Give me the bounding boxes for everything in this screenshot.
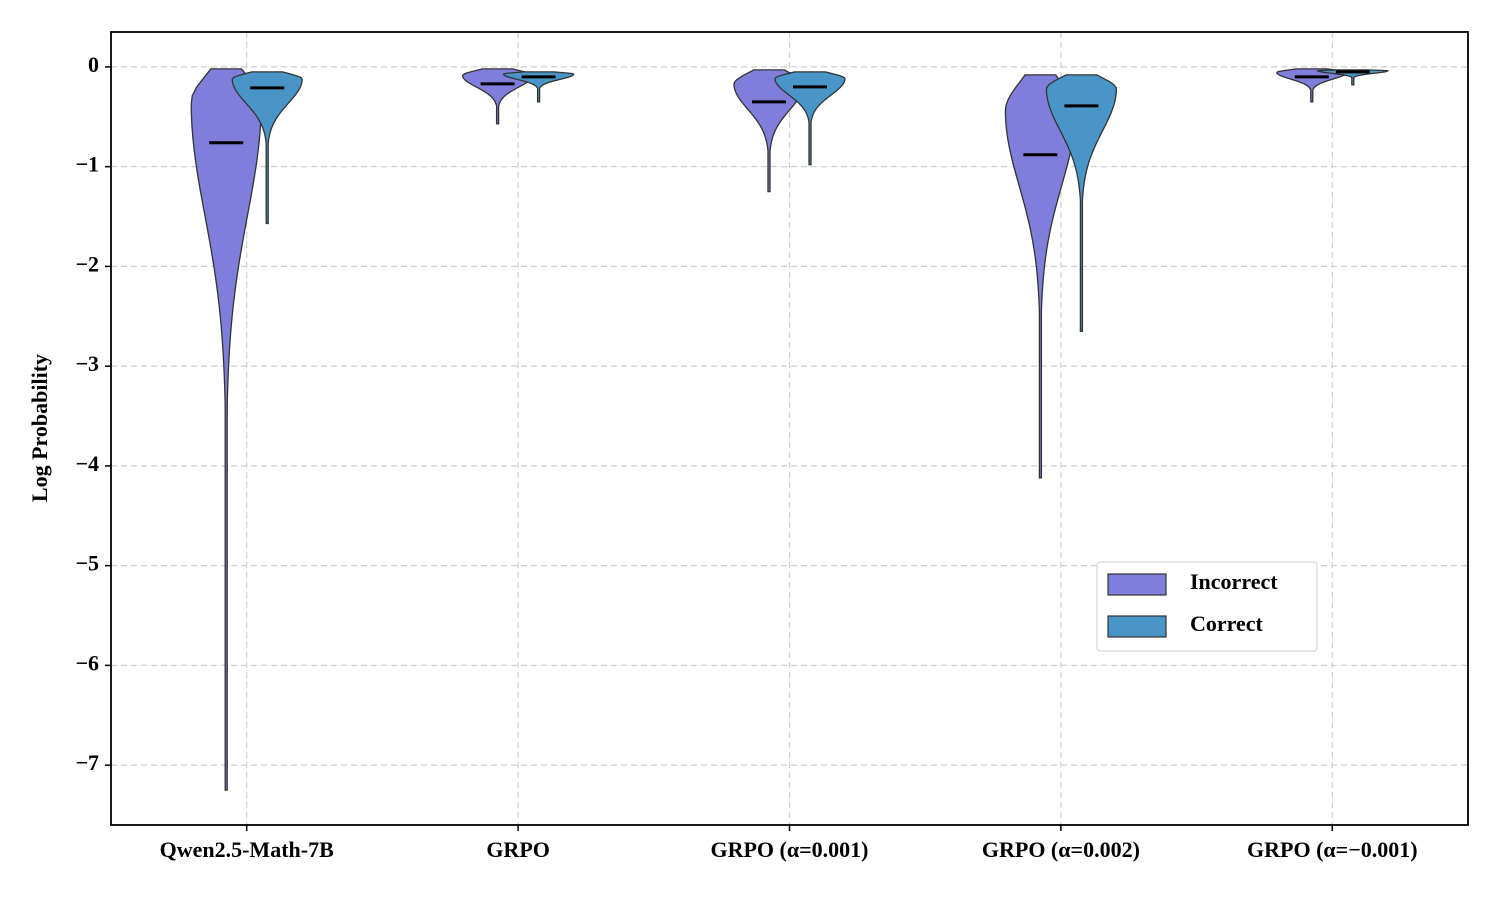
x-tick-label: GRPO (486, 837, 550, 862)
y-tick-label: −6 (75, 650, 99, 675)
violin-body (461, 68, 534, 125)
violin-body (774, 71, 846, 166)
violin-body (1276, 68, 1348, 103)
violin-body (1316, 69, 1389, 86)
violin-body (1045, 74, 1118, 332)
y-tick-label: −2 (75, 251, 99, 276)
violin-body (231, 71, 303, 225)
x-tick-label: Qwen2.5-Math-7B (160, 837, 334, 862)
x-tick-label: GRPO (α=0.002) (982, 837, 1140, 862)
legend-swatch (1107, 615, 1167, 638)
legend-label: Incorrect (1190, 569, 1278, 594)
violin-body (190, 68, 262, 791)
violin-body (733, 69, 805, 193)
legend-label: Correct (1190, 611, 1264, 636)
plot-frame (110, 31, 1469, 826)
y-tick-label: −7 (75, 750, 99, 775)
violin-body (1004, 74, 1077, 479)
violin-body (502, 71, 575, 103)
y-tick-label: −3 (75, 351, 99, 376)
legend-swatch (1107, 573, 1167, 596)
y-axis-label: Log Probability (27, 354, 52, 502)
y-tick-label: −1 (75, 152, 99, 177)
y-tick-label: 0 (88, 52, 99, 77)
x-tick-label: GRPO (α=−0.001) (1247, 837, 1418, 862)
x-tick-label: GRPO (α=0.001) (710, 837, 868, 862)
y-tick-label: −5 (75, 551, 99, 576)
y-tick-label: −4 (75, 451, 99, 476)
